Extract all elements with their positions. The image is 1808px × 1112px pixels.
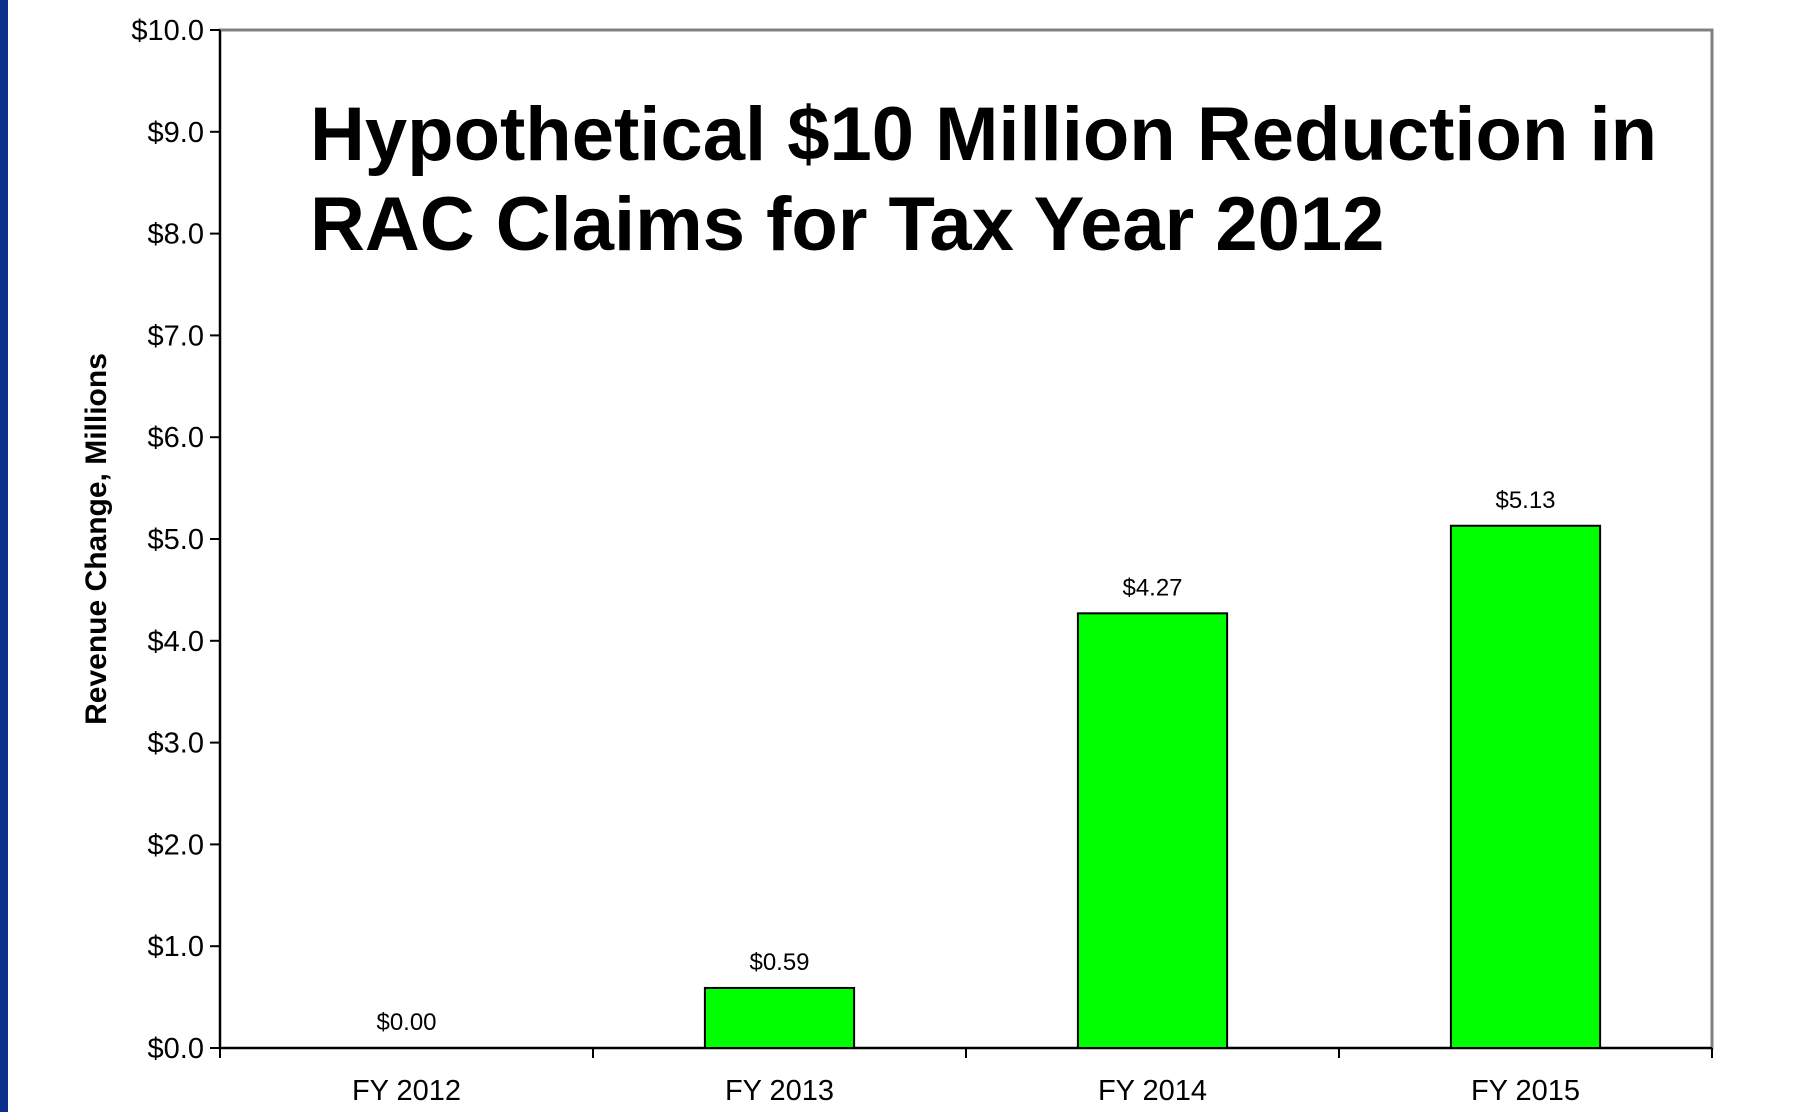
chart-title: Hypothetical $10 Million Reduction in RA…	[310, 90, 1710, 270]
bar-chart: $0.0 $1.0 $2.0 $3.0 $4.0 $5.0 $6.0 $7.0 $8.0 $9.0…	[80, 15, 1714, 1107]
y-tick-label: $8.0	[148, 219, 204, 251]
y-tick-label: $4.0	[148, 626, 204, 658]
y-tick-label: $0.0	[148, 1033, 204, 1065]
x-tick-label: FY 2015	[1471, 1075, 1580, 1107]
y-tick-label: $3.0	[148, 728, 204, 760]
y-tick-label: $10.0	[131, 15, 204, 47]
y-tick-label: $1.0	[148, 931, 204, 963]
data-label: $4.27	[1122, 574, 1182, 601]
x-tick-label: FY 2014	[1098, 1075, 1207, 1107]
data-label: $0.59	[749, 949, 809, 976]
x-tick-label: FY 2012	[352, 1075, 461, 1107]
y-axis-title: Revenue Change, Millions	[80, 353, 113, 725]
chart-slide: $0.0 $1.0 $2.0 $3.0 $4.0 $5.0 $6.0 $7.0 $8.0 $9.0…	[8, 0, 1808, 1112]
bar	[703, 986, 856, 1049]
x-tick-label: FY 2013	[725, 1075, 834, 1107]
data-label: $5.13	[1495, 487, 1555, 514]
bar	[1076, 612, 1229, 1050]
chart-title-line-1: Hypothetical $10 Million Reduction in	[310, 92, 1658, 177]
y-tick-label: $2.0	[148, 829, 204, 861]
y-tick-label: $7.0	[148, 320, 204, 352]
y-tick-label: $6.0	[148, 422, 204, 454]
chart-title-line-2: RAC Claims for Tax Year 2012	[310, 182, 1385, 267]
bar	[1449, 524, 1602, 1049]
y-tick-label: $9.0	[148, 117, 204, 149]
y-tick-label: $5.0	[148, 524, 204, 556]
data-label: $0.00	[376, 1009, 436, 1036]
